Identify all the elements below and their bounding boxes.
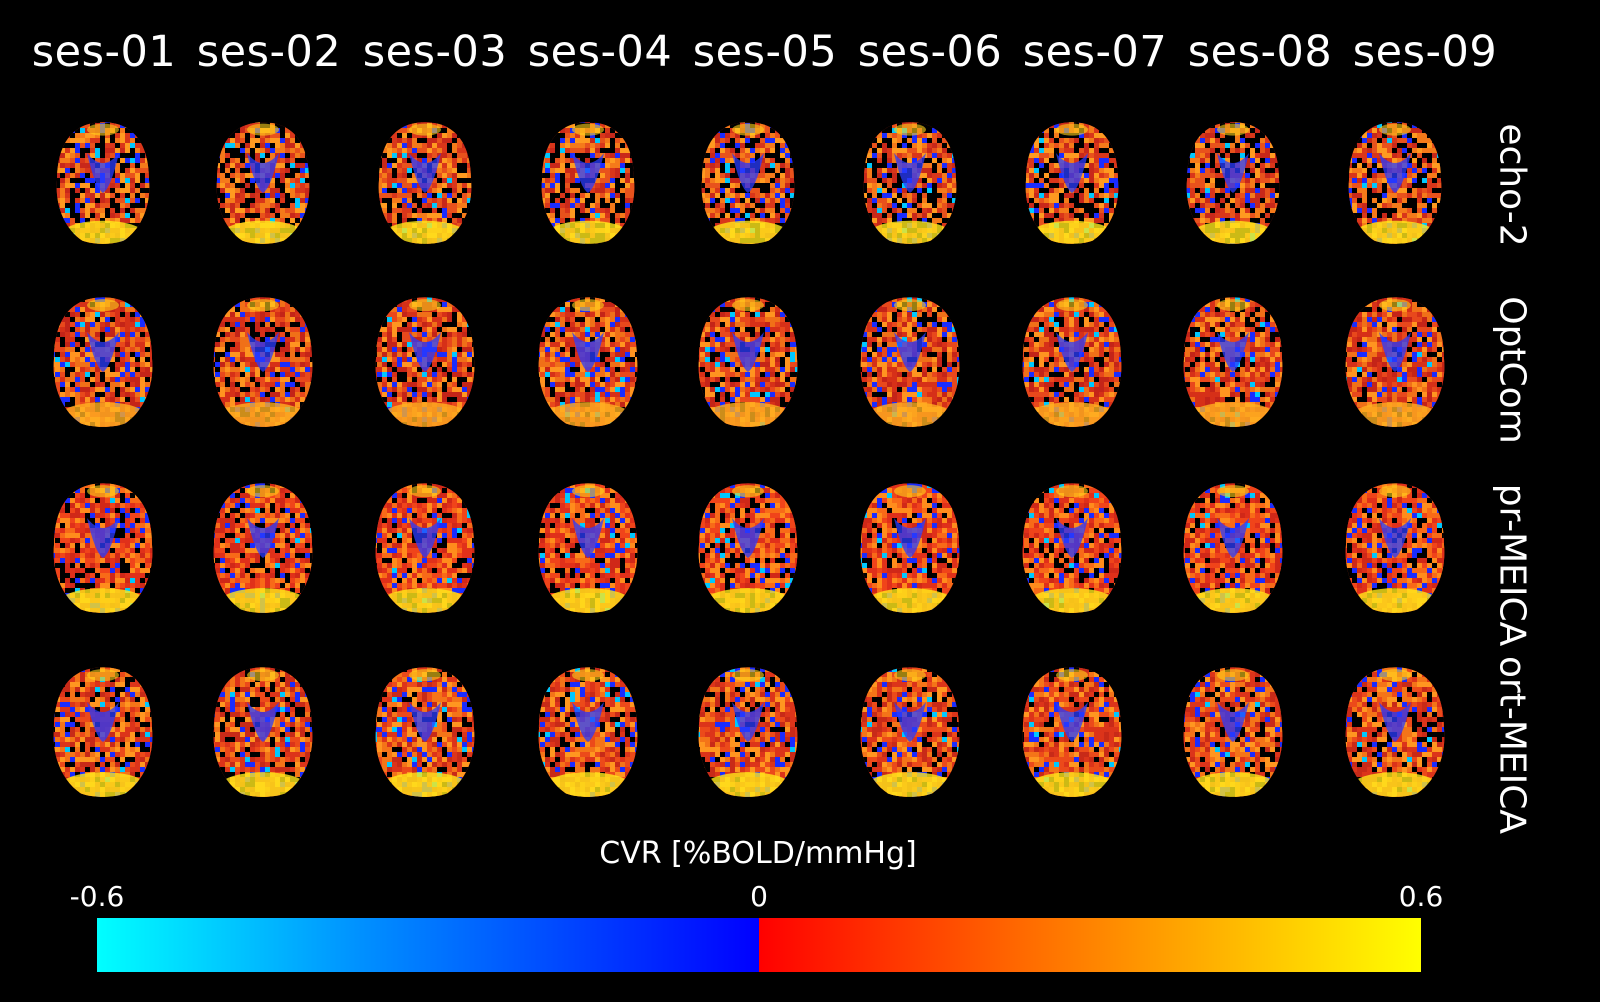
brain-slice-r3-c6 [860,483,960,613]
brain-slice-r2-c6 [860,297,960,427]
session-label-ses-06: ses-06 [848,22,1012,82]
brain-slice-r4-c5 [698,667,798,797]
brain-slice-r4-c6 [860,667,960,797]
colorbar-min-label: -0.6 [70,880,125,913]
brain-slice-r1-c1 [56,122,150,244]
brain-slice-r1-c8 [1186,122,1280,244]
method-label-ort-meica: ort-MEICA [1492,650,1533,840]
brain-slice-r4-c9 [1345,667,1445,797]
session-label-ses-09: ses-09 [1343,22,1507,82]
brain-slice-r1-c3 [378,122,472,244]
brain-slice-r1-c2 [216,122,310,244]
method-label-optcom-text: OptCom [1492,296,1533,444]
brain-slice-r4-c1 [53,667,153,797]
colorbar-title: CVR [%BOLD/mmHg] [0,836,1516,871]
brain-slice-r1-c9 [1348,122,1442,244]
colorbar-negative-half [97,918,759,972]
brain-slice-r1-c5 [701,122,795,244]
session-label-ses-08: ses-08 [1178,22,1342,82]
colorbar-max-label: 0.6 [1399,880,1444,913]
session-label-ses-01: ses-01 [22,22,186,82]
method-label-pr-meica: pr-MEICA [1492,470,1533,660]
method-label-optcom: OptCom [1492,296,1533,444]
brain-slice-r2-c5 [698,297,798,427]
brain-slice-r3-c7 [1022,483,1122,613]
brain-slice-r3-c1 [53,483,153,613]
brain-slice-r3-c3 [375,483,475,613]
brain-slice-r3-c8 [1183,483,1283,613]
method-label-echo-2-text: echo-2 [1492,123,1533,246]
brain-slice-r2-c3 [375,297,475,427]
brain-slice-r4-c3 [375,667,475,797]
brain-slice-r4-c4 [538,667,638,797]
brain-slice-r1-c4 [541,122,635,244]
brain-slice-r4-c2 [213,667,313,797]
brain-slice-r2-c4 [538,297,638,427]
colorbar-mid-label: 0 [750,880,768,913]
session-label-ses-04: ses-04 [518,22,682,82]
session-label-ses-02: ses-02 [187,22,351,82]
brain-slice-r1-c6 [863,122,957,244]
brain-slice-r4-c7 [1022,667,1122,797]
brain-slice-r2-c9 [1345,297,1445,427]
colorbar-gradient [97,918,1421,972]
brain-slice-r2-c8 [1183,297,1283,427]
brain-slice-r2-c1 [53,297,153,427]
session-label-ses-03: ses-03 [353,22,517,82]
method-label-ort-meica-text: ort-MEICA [1492,656,1533,834]
brain-slice-r3-c4 [538,483,638,613]
brain-slice-r3-c2 [213,483,313,613]
session-label-ses-07: ses-07 [1013,22,1177,82]
brain-slice-r2-c7 [1022,297,1122,427]
session-label-ses-05: ses-05 [683,22,847,82]
brain-slice-r4-c8 [1183,667,1283,797]
brain-slice-r1-c7 [1025,122,1119,244]
brain-slice-r3-c9 [1345,483,1445,613]
method-label-pr-meica-text: pr-MEICA [1492,484,1533,647]
brain-slice-r2-c2 [213,297,313,427]
brain-slice-r3-c5 [698,483,798,613]
method-label-echo-2: echo-2 [1492,120,1533,250]
colorbar-positive-half [759,918,1421,972]
